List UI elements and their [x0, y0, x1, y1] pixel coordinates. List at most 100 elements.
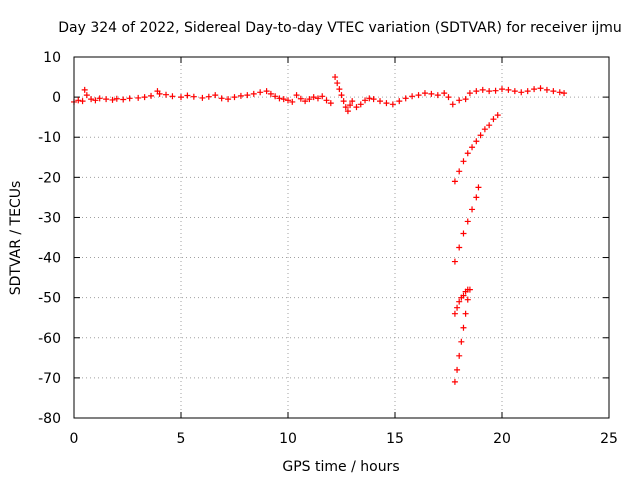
data-point [79, 98, 86, 105]
data-point [409, 93, 416, 100]
data-point [537, 85, 544, 92]
data-point [479, 86, 486, 93]
data-point [178, 94, 184, 101]
data-point [464, 150, 471, 157]
data-point [280, 96, 287, 103]
tick-layer: 0 5 10 15 20 25 10 0 -10 -20 -30 -40 -50 -60 -70 -80 [38, 50, 618, 447]
data-point [344, 108, 351, 115]
data-point [505, 86, 512, 93]
data-point [518, 89, 525, 96]
data-point [396, 98, 403, 105]
data-point [460, 158, 467, 165]
data-point [120, 96, 127, 103]
y-tick-label: -40 [38, 251, 61, 267]
data-point [103, 96, 110, 103]
data-point [327, 100, 334, 107]
data-point [314, 95, 321, 102]
data-point [338, 92, 345, 99]
data-point [451, 258, 458, 265]
data-point [190, 93, 197, 100]
data-point [456, 244, 463, 251]
x-tick-label: 0 [70, 431, 79, 447]
data-point [494, 112, 501, 119]
x-tick-label: 20 [493, 431, 511, 447]
series-layer [71, 74, 568, 385]
data-point [141, 94, 148, 101]
chart-title: Day 324 of 2022, Sidereal Day-to-day VTE… [58, 20, 622, 36]
y-tick-label: -60 [38, 331, 61, 347]
data-point [135, 94, 142, 101]
y-tick-label: -30 [38, 210, 61, 226]
y-tick-label: -70 [38, 371, 61, 387]
data-point [323, 97, 330, 104]
data-point [357, 101, 364, 108]
x-tick-label: 10 [279, 431, 297, 447]
data-point [306, 96, 313, 103]
data-point [473, 88, 480, 95]
data-point [383, 100, 390, 107]
data-point [460, 292, 467, 299]
y-tick-label: -80 [38, 411, 61, 427]
data-point [492, 87, 499, 94]
data-point [96, 95, 103, 102]
data-point [109, 96, 116, 103]
data-point [250, 90, 257, 97]
data-point [434, 92, 441, 99]
data-point [205, 93, 212, 100]
grid-layer [74, 57, 609, 418]
data-point [402, 95, 409, 102]
data-point [445, 94, 452, 101]
data-point [225, 96, 232, 103]
data-point [336, 86, 343, 93]
y-tick-label: 0 [52, 90, 61, 106]
data-point [297, 95, 304, 102]
data-point [531, 86, 538, 93]
data-point [451, 178, 458, 185]
data-point [148, 92, 155, 99]
data-point [285, 97, 291, 104]
data-point [473, 194, 480, 201]
data-point [454, 304, 461, 311]
data-point [347, 102, 354, 109]
data-point [83, 92, 90, 99]
data-point [370, 96, 377, 103]
data-point [389, 101, 396, 108]
y-tick-label: -10 [38, 130, 61, 146]
data-point [377, 98, 384, 105]
data-point [272, 93, 279, 100]
data-point [486, 122, 493, 129]
data-point [456, 298, 463, 305]
data-point [464, 296, 471, 303]
data-point [163, 91, 170, 98]
data-point [441, 90, 448, 97]
y-axis-title: SDTVAR / TECUs [8, 181, 24, 296]
data-point [454, 366, 461, 373]
data-point [451, 378, 458, 385]
data-point [362, 97, 369, 104]
data-point [499, 86, 505, 93]
data-point [257, 89, 264, 96]
x-axis-title: GPS time / hours [282, 459, 399, 475]
y-tick-label: 10 [43, 50, 61, 66]
data-point [449, 101, 456, 108]
data-point [244, 92, 251, 99]
data-point [456, 97, 463, 104]
data-point [556, 89, 563, 96]
data-point [310, 94, 317, 101]
data-point [342, 104, 349, 111]
data-point [428, 90, 435, 97]
y-tick-label: -50 [38, 291, 61, 307]
data-point [353, 104, 360, 111]
data-point [231, 94, 238, 101]
data-point [460, 324, 467, 331]
y-tick-label: -20 [38, 170, 61, 186]
data-point [490, 116, 497, 123]
data-point [276, 95, 283, 102]
data-point [421, 90, 428, 97]
data-point [319, 93, 326, 100]
data-point [469, 206, 476, 213]
data-point [113, 95, 120, 102]
data-point [75, 97, 82, 104]
data-point [169, 93, 176, 100]
